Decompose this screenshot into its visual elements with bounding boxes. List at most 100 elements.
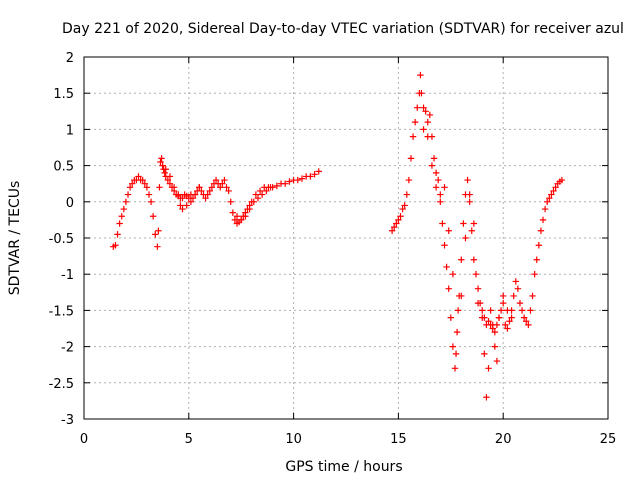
data-point	[546, 194, 553, 202]
data-point	[154, 243, 161, 250]
data-point	[116, 220, 123, 227]
data-point	[418, 90, 425, 97]
data-point	[242, 213, 249, 220]
data-point	[256, 187, 264, 195]
data-point	[510, 292, 517, 300]
data-point	[468, 227, 475, 234]
x-tick-label: 5	[185, 432, 193, 447]
data-point	[479, 314, 486, 321]
x-tick-label: 20	[495, 432, 512, 447]
data-series	[110, 155, 322, 250]
data-point	[445, 285, 452, 292]
data-point	[537, 227, 545, 234]
chart-title: Day 221 of 2020, Sidereal Day-to-day VTE…	[62, 21, 624, 37]
data-point	[170, 184, 178, 191]
data-point	[518, 307, 526, 314]
data-point	[544, 198, 551, 205]
data-point	[120, 205, 128, 213]
data-point	[426, 111, 434, 119]
data-point	[143, 184, 151, 191]
data-point	[219, 180, 226, 187]
y-axis-label: SDTVAR / TECUs	[7, 181, 23, 296]
data-point	[202, 194, 209, 202]
data-point	[430, 155, 438, 162]
data-point	[420, 126, 427, 133]
data-point	[541, 205, 549, 213]
data-point	[196, 184, 203, 191]
data-point	[489, 321, 496, 329]
x-tick-label: 15	[390, 432, 407, 447]
data-point	[179, 205, 186, 213]
data-point	[397, 213, 404, 220]
data-point	[520, 314, 528, 321]
data-point	[414, 104, 421, 111]
data-point	[409, 133, 417, 140]
data-point	[432, 184, 440, 191]
data-point	[179, 194, 186, 202]
data-point	[487, 307, 494, 314]
data-point	[298, 175, 306, 182]
data-point	[441, 242, 448, 249]
data-point	[156, 184, 163, 191]
data-point	[231, 216, 239, 224]
data-point	[497, 307, 505, 314]
data-points	[110, 71, 566, 401]
data-point	[552, 184, 559, 191]
data-point	[141, 180, 148, 187]
y-tick-label: 0.5	[53, 160, 74, 175]
data-point	[452, 350, 460, 358]
data-point	[155, 227, 162, 234]
y-tick-label: 1	[66, 123, 74, 138]
data-point	[393, 220, 400, 227]
data-point	[500, 292, 507, 300]
data-point	[447, 314, 454, 321]
data-point	[504, 325, 511, 332]
data-point	[445, 227, 452, 234]
data-point	[535, 242, 543, 249]
data-point	[246, 205, 253, 213]
data-point	[126, 184, 134, 191]
data-point	[175, 191, 182, 198]
data-point	[152, 231, 159, 238]
data-point	[470, 256, 478, 263]
y-tick-label: -2	[61, 341, 74, 356]
data-point	[254, 194, 262, 202]
data-point	[223, 184, 230, 191]
data-point	[512, 278, 519, 285]
data-point	[407, 155, 415, 162]
data-point	[227, 198, 234, 205]
y-tick-label: -1	[61, 268, 74, 283]
data-point	[500, 299, 507, 307]
data-point	[539, 216, 547, 224]
data-point	[443, 263, 450, 271]
data-point	[233, 213, 241, 220]
data-point	[267, 184, 274, 191]
data-point	[451, 365, 459, 372]
data-point	[221, 176, 228, 184]
data-point	[147, 198, 155, 205]
data-point	[263, 187, 270, 195]
data-point	[548, 191, 555, 198]
data-point	[189, 194, 197, 202]
axes: 0 5 10 15 20 25 -3 -2.5 -2 -1.5 -1 -0.5 0 0.5 1 1.5 2	[49, 51, 617, 447]
x-tick-label: 25	[600, 432, 617, 447]
data-point	[286, 178, 293, 185]
data-point	[424, 133, 431, 140]
x-tick-label: 0	[80, 432, 88, 447]
data-point	[164, 176, 172, 184]
y-tick-label: 0	[66, 196, 74, 211]
data-point	[124, 191, 132, 198]
data-point	[161, 169, 168, 177]
y-tick-label: -3	[61, 413, 74, 428]
data-point	[112, 242, 119, 249]
data-point	[460, 220, 467, 227]
data-point	[217, 184, 224, 191]
data-point	[422, 108, 429, 115]
data-point	[529, 292, 536, 300]
y-tick-label: -0.5	[49, 232, 74, 247]
data-point	[437, 191, 444, 198]
data-point	[502, 321, 509, 329]
data-point	[114, 231, 121, 238]
data-point	[508, 314, 515, 321]
